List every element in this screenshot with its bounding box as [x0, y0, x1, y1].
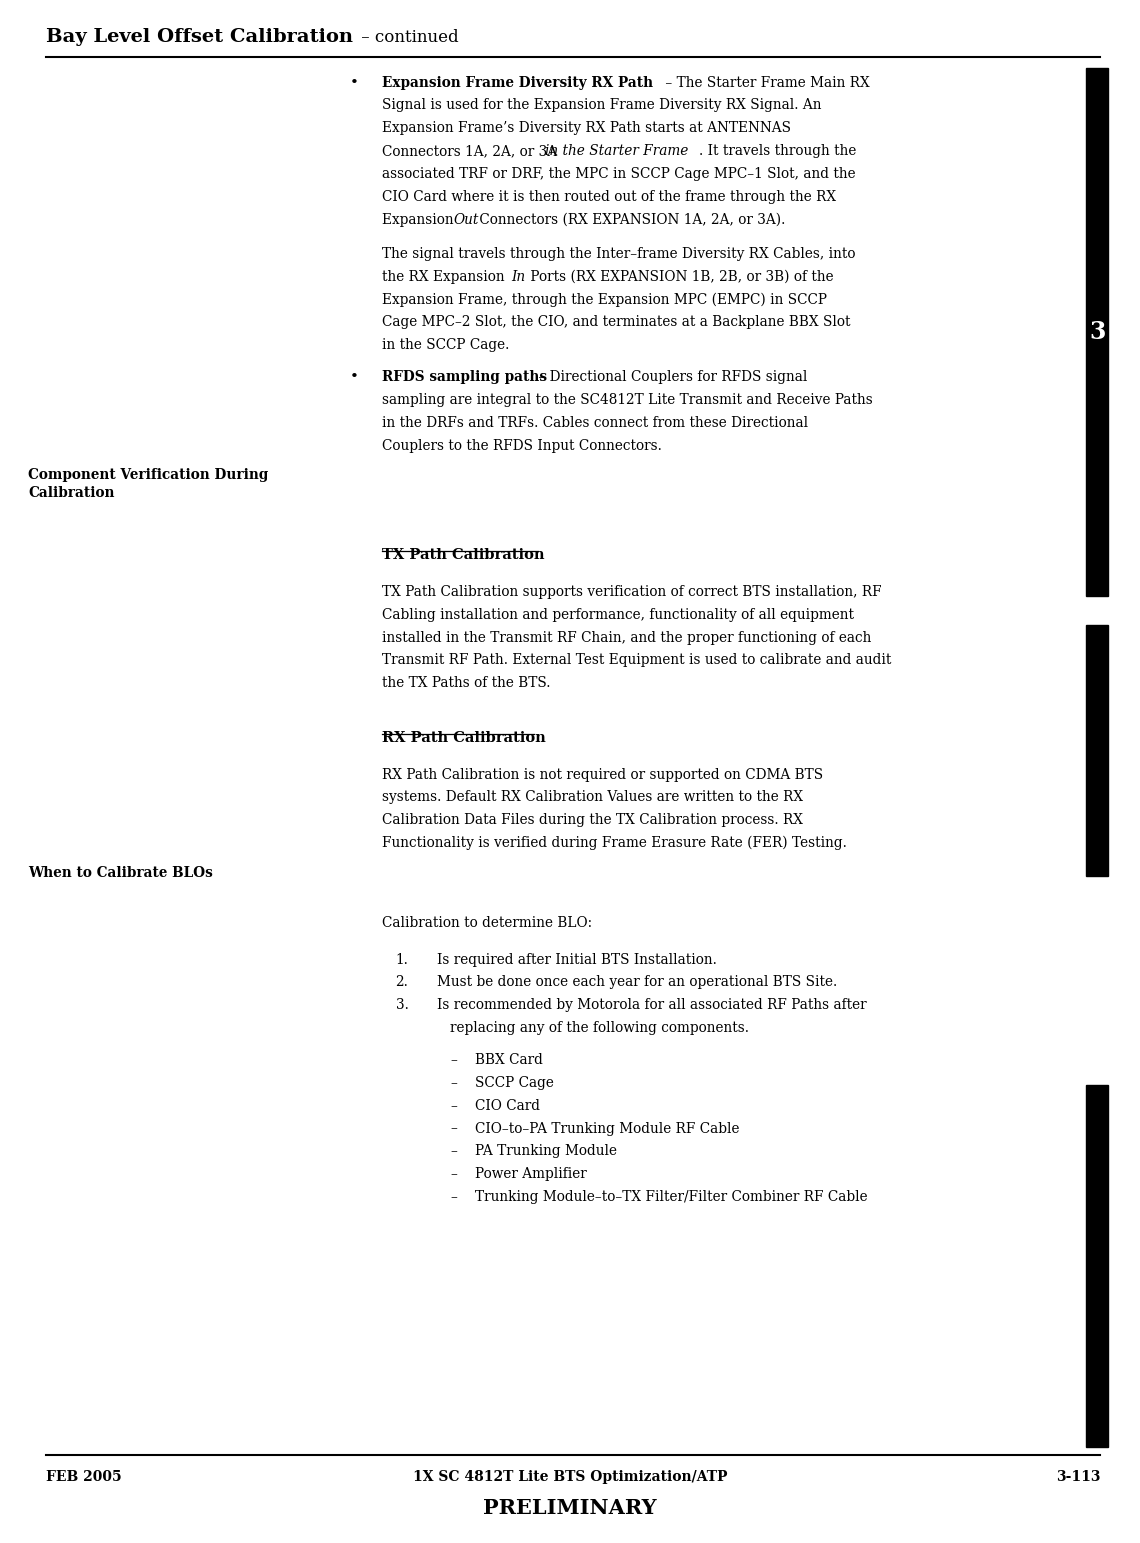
Text: PA Trunking Module: PA Trunking Module [475, 1145, 618, 1159]
Text: The signal travels through the Inter–frame Diversity RX Cables, into: The signal travels through the Inter–fra… [382, 247, 855, 261]
Text: Expansion Frame, through the Expansion MPC (EMPC) in SCCP: Expansion Frame, through the Expansion M… [382, 293, 826, 307]
Text: in the Starter Frame: in the Starter Frame [545, 143, 689, 157]
Text: the RX Expansion: the RX Expansion [382, 270, 508, 284]
Text: FEB 2005: FEB 2005 [46, 1469, 121, 1484]
Text: Out: Out [454, 213, 479, 227]
Text: associated TRF or DRF, the MPC in SCCP Cage MPC–1 Slot, and the: associated TRF or DRF, the MPC in SCCP C… [382, 167, 855, 181]
Text: installed in the Transmit RF Chain, and the proper functioning of each: installed in the Transmit RF Chain, and … [382, 631, 871, 645]
Text: replacing any of the following components.: replacing any of the following component… [450, 1021, 749, 1035]
Bar [1086, 625, 1108, 876]
Text: SCCP Cage: SCCP Cage [475, 1075, 554, 1089]
Text: Cage MPC–2 Slot, the CIO, and terminates at a Backplane BBX Slot: Cage MPC–2 Slot, the CIO, and terminates… [382, 315, 850, 329]
Text: Functionality is verified during Frame Erasure Rate (FER) Testing.: Functionality is verified during Frame E… [382, 836, 847, 850]
Text: Must be done once each year for an operational BTS Site.: Must be done once each year for an opera… [437, 975, 837, 989]
Text: –: – [450, 1145, 457, 1159]
Text: When to Calibrate BLOs: When to Calibrate BLOs [28, 866, 213, 880]
Text: 2.: 2. [396, 975, 408, 989]
Text: BBX Card: BBX Card [475, 1052, 544, 1068]
Text: Connectors (RX EXPANSION 1A, 2A, or 3A).: Connectors (RX EXPANSION 1A, 2A, or 3A). [475, 213, 785, 227]
Text: systems. Default RX Calibration Values are written to the RX: systems. Default RX Calibration Values a… [382, 790, 803, 804]
Text: –: – [450, 1052, 457, 1068]
Text: RX Path Calibration is not required or supported on CDMA BTS: RX Path Calibration is not required or s… [382, 767, 823, 782]
Text: In: In [511, 270, 524, 284]
Text: •: • [350, 370, 359, 384]
Text: – Directional Couplers for RFDS signal: – Directional Couplers for RFDS signal [534, 370, 807, 384]
Text: RX Path Calibration: RX Path Calibration [382, 731, 546, 745]
Text: Trunking Module–to–TX Filter/Filter Combiner RF Cable: Trunking Module–to–TX Filter/Filter Comb… [475, 1190, 868, 1204]
Text: •: • [350, 76, 359, 89]
Bar [1086, 1085, 1108, 1447]
Text: Connectors 1A, 2A, or 3A: Connectors 1A, 2A, or 3A [382, 143, 561, 157]
Text: Is required after Initial BTS Installation.: Is required after Initial BTS Installati… [437, 952, 717, 966]
Text: Calibration Data Files during the TX Calibration process. RX: Calibration Data Files during the TX Cal… [382, 813, 803, 827]
Text: –: – [450, 1099, 457, 1113]
Text: Couplers to the RFDS Input Connectors.: Couplers to the RFDS Input Connectors. [382, 438, 662, 452]
Text: TX Path Calibration: TX Path Calibration [382, 548, 545, 562]
Text: the TX Paths of the BTS.: the TX Paths of the BTS. [382, 676, 551, 690]
Text: Expansion Frame Diversity RX Path: Expansion Frame Diversity RX Path [382, 76, 653, 89]
Text: sampling are integral to the SC4812T Lite Transmit and Receive Paths: sampling are integral to the SC4812T Lit… [382, 393, 872, 407]
Text: Component Verification During
Calibration: Component Verification During Calibratio… [28, 469, 269, 500]
Text: Bay Level Offset Calibration: Bay Level Offset Calibration [46, 28, 352, 46]
Text: Calibration to determine BLO:: Calibration to determine BLO: [382, 917, 592, 930]
Text: 1.: 1. [396, 952, 408, 966]
Text: 3.: 3. [396, 998, 408, 1012]
Text: Is recommended by Motorola for all associated RF Paths after: Is recommended by Motorola for all assoc… [437, 998, 866, 1012]
Text: Ports (RX EXPANSION 1B, 2B, or 3B) of the: Ports (RX EXPANSION 1B, 2B, or 3B) of th… [526, 270, 833, 284]
Text: in the DRFs and TRFs. Cables connect from these Directional: in the DRFs and TRFs. Cables connect fro… [382, 417, 808, 430]
Text: Cabling installation and performance, functionality of all equipment: Cabling installation and performance, fu… [382, 608, 854, 622]
Text: in the SCCP Cage.: in the SCCP Cage. [382, 338, 510, 352]
Text: TX Path Calibration supports verification of correct BTS installation, RF: TX Path Calibration supports verificatio… [382, 585, 881, 599]
Text: PRELIMINARY: PRELIMINARY [483, 1498, 657, 1517]
Text: Transmit RF Path. External Test Equipment is used to calibrate and audit: Transmit RF Path. External Test Equipmen… [382, 653, 891, 668]
Text: –: – [450, 1190, 457, 1204]
Text: Expansion Frame’s Diversity RX Path starts at ANTENNAS: Expansion Frame’s Diversity RX Path star… [382, 122, 791, 136]
Text: CIO–to–PA Trunking Module RF Cable: CIO–to–PA Trunking Module RF Cable [475, 1122, 740, 1136]
Text: Signal is used for the Expansion Frame Diversity RX Signal. An: Signal is used for the Expansion Frame D… [382, 99, 822, 113]
Text: CIO Card: CIO Card [475, 1099, 540, 1113]
Text: CIO Card where it is then routed out of the frame through the RX: CIO Card where it is then routed out of … [382, 190, 836, 204]
Text: . It travels through the: . It travels through the [699, 143, 856, 157]
Text: Power Amplifier: Power Amplifier [475, 1167, 587, 1182]
Text: 3: 3 [1089, 319, 1106, 344]
Text: Expansion: Expansion [382, 213, 458, 227]
Bar [1086, 68, 1108, 596]
Text: 1X SC 4812T Lite BTS Optimization/ATP: 1X SC 4812T Lite BTS Optimization/ATP [413, 1469, 727, 1484]
Text: 3-113: 3-113 [1056, 1469, 1100, 1484]
Text: –: – [450, 1167, 457, 1182]
Text: –: – [450, 1122, 457, 1136]
Text: RFDS sampling paths: RFDS sampling paths [382, 370, 547, 384]
Text: –: – [450, 1075, 457, 1089]
Text: – continued: – continued [356, 28, 458, 46]
Text: – The Starter Frame Main RX: – The Starter Frame Main RX [661, 76, 870, 89]
